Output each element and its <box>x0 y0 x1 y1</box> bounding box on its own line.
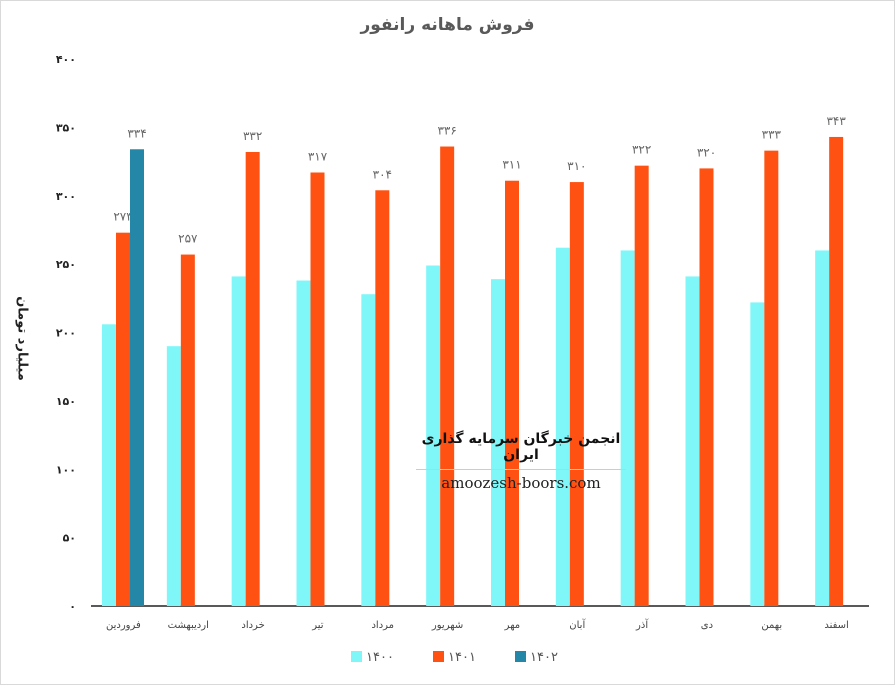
data-label: ۳۳۶ <box>437 124 456 138</box>
data-label: ۳۳۴ <box>127 126 146 140</box>
x-tick-label: شهریور <box>431 620 463 631</box>
bar-۱۴۰۱ <box>829 136 844 606</box>
y-tick-label: ۳۵۰ <box>56 121 76 134</box>
x-tick-label: مهر <box>504 620 520 631</box>
data-label: ۳۱۷ <box>308 150 328 164</box>
data-label: ۳۰۴ <box>373 167 392 181</box>
data-label: ۳۲۰ <box>697 145 716 159</box>
bar-۱۴۰۱ <box>505 180 519 606</box>
bar-۱۴۰۱ <box>440 146 455 606</box>
bar-۱۴۰۱ <box>764 150 779 606</box>
bar-۱۴۰۰ <box>426 265 441 606</box>
bar-۱۴۰۱ <box>375 190 390 606</box>
bar-۱۴۰۰ <box>296 280 311 606</box>
legend-swatch <box>433 651 444 662</box>
bar-۱۴۰۱ <box>245 151 260 607</box>
x-tick-label: دی <box>701 620 713 631</box>
bar-۱۴۰۰ <box>102 324 116 606</box>
bar-۱۴۰۱ <box>180 254 195 607</box>
watermark-title: انجمن خبرگان سرمایه گذاری ایران <box>416 431 626 470</box>
bar-۱۴۰۱ <box>116 232 130 607</box>
bar-۱۴۰۰ <box>555 247 570 606</box>
data-label: ۲۷۳ <box>113 210 133 224</box>
bar-۱۴۰۰ <box>815 250 830 606</box>
y-tick-label: ۱۵۰ <box>56 395 76 408</box>
x-tick-label: آذر <box>635 618 649 631</box>
bar-۱۴۰۰ <box>166 346 181 606</box>
bar-۱۴۰۱ <box>569 182 584 606</box>
bar-۱۴۰۱ <box>699 168 714 606</box>
x-tick-label: فروردین <box>106 620 141 631</box>
bar-۱۴۰۰ <box>361 294 376 606</box>
chart-title: فروش ماهانه رانفور <box>360 15 535 35</box>
legend-swatch <box>351 651 362 662</box>
data-label: ۳۳۲ <box>243 129 262 143</box>
bar-۱۴۰۰ <box>231 276 246 606</box>
bar-۱۴۰۱ <box>634 165 649 607</box>
data-label: ۳۱۱ <box>502 158 521 172</box>
x-tick-label: اردیبهشت <box>168 620 209 631</box>
x-tick-label: مرداد <box>371 620 394 631</box>
y-tick-label: ۰ <box>69 600 76 613</box>
data-label: ۳۲۲ <box>632 143 651 157</box>
y-tick-label: ۳۰۰ <box>56 190 76 203</box>
x-tick-label: بهمن <box>761 620 782 631</box>
x-tick-label: اسفند <box>824 620 848 631</box>
legend-label: ۱۴۰۱ <box>448 650 476 665</box>
watermark-site: amoozesh-boors.com <box>441 474 601 492</box>
bar-۱۴۰۲ <box>130 149 144 606</box>
data-label: ۳۴۳ <box>826 114 846 128</box>
y-tick-label: ۲۵۰ <box>56 258 76 271</box>
legend-label: ۱۴۰۲ <box>530 650 558 665</box>
watermark: انجمن خبرگان سرمایه گذاری ایران amoozesh… <box>416 431 626 492</box>
x-tick-label: خرداد <box>241 620 264 631</box>
legend-label: ۱۴۰۰ <box>366 650 394 665</box>
data-label: ۳۱۰ <box>567 159 586 173</box>
bar-۱۴۰۰ <box>750 302 765 606</box>
y-tick-label: ۴۰۰ <box>56 53 76 66</box>
data-label: ۳۳۳ <box>762 128 782 142</box>
legend-swatch <box>515 651 526 662</box>
y-tick-label: ۱۰۰ <box>56 463 76 476</box>
bar-۱۴۰۱ <box>310 172 325 606</box>
bar-۱۴۰۰ <box>685 276 700 606</box>
y-tick-label: ۵۰ <box>63 532 76 545</box>
bar-۱۴۰۰ <box>620 250 635 606</box>
bar-۱۴۰۰ <box>491 279 505 606</box>
x-tick-label: آبان <box>569 618 586 631</box>
y-tick-label: ۲۰۰ <box>56 327 76 340</box>
data-label: ۲۵۷ <box>178 232 198 246</box>
x-tick-label: تیر <box>311 620 324 631</box>
